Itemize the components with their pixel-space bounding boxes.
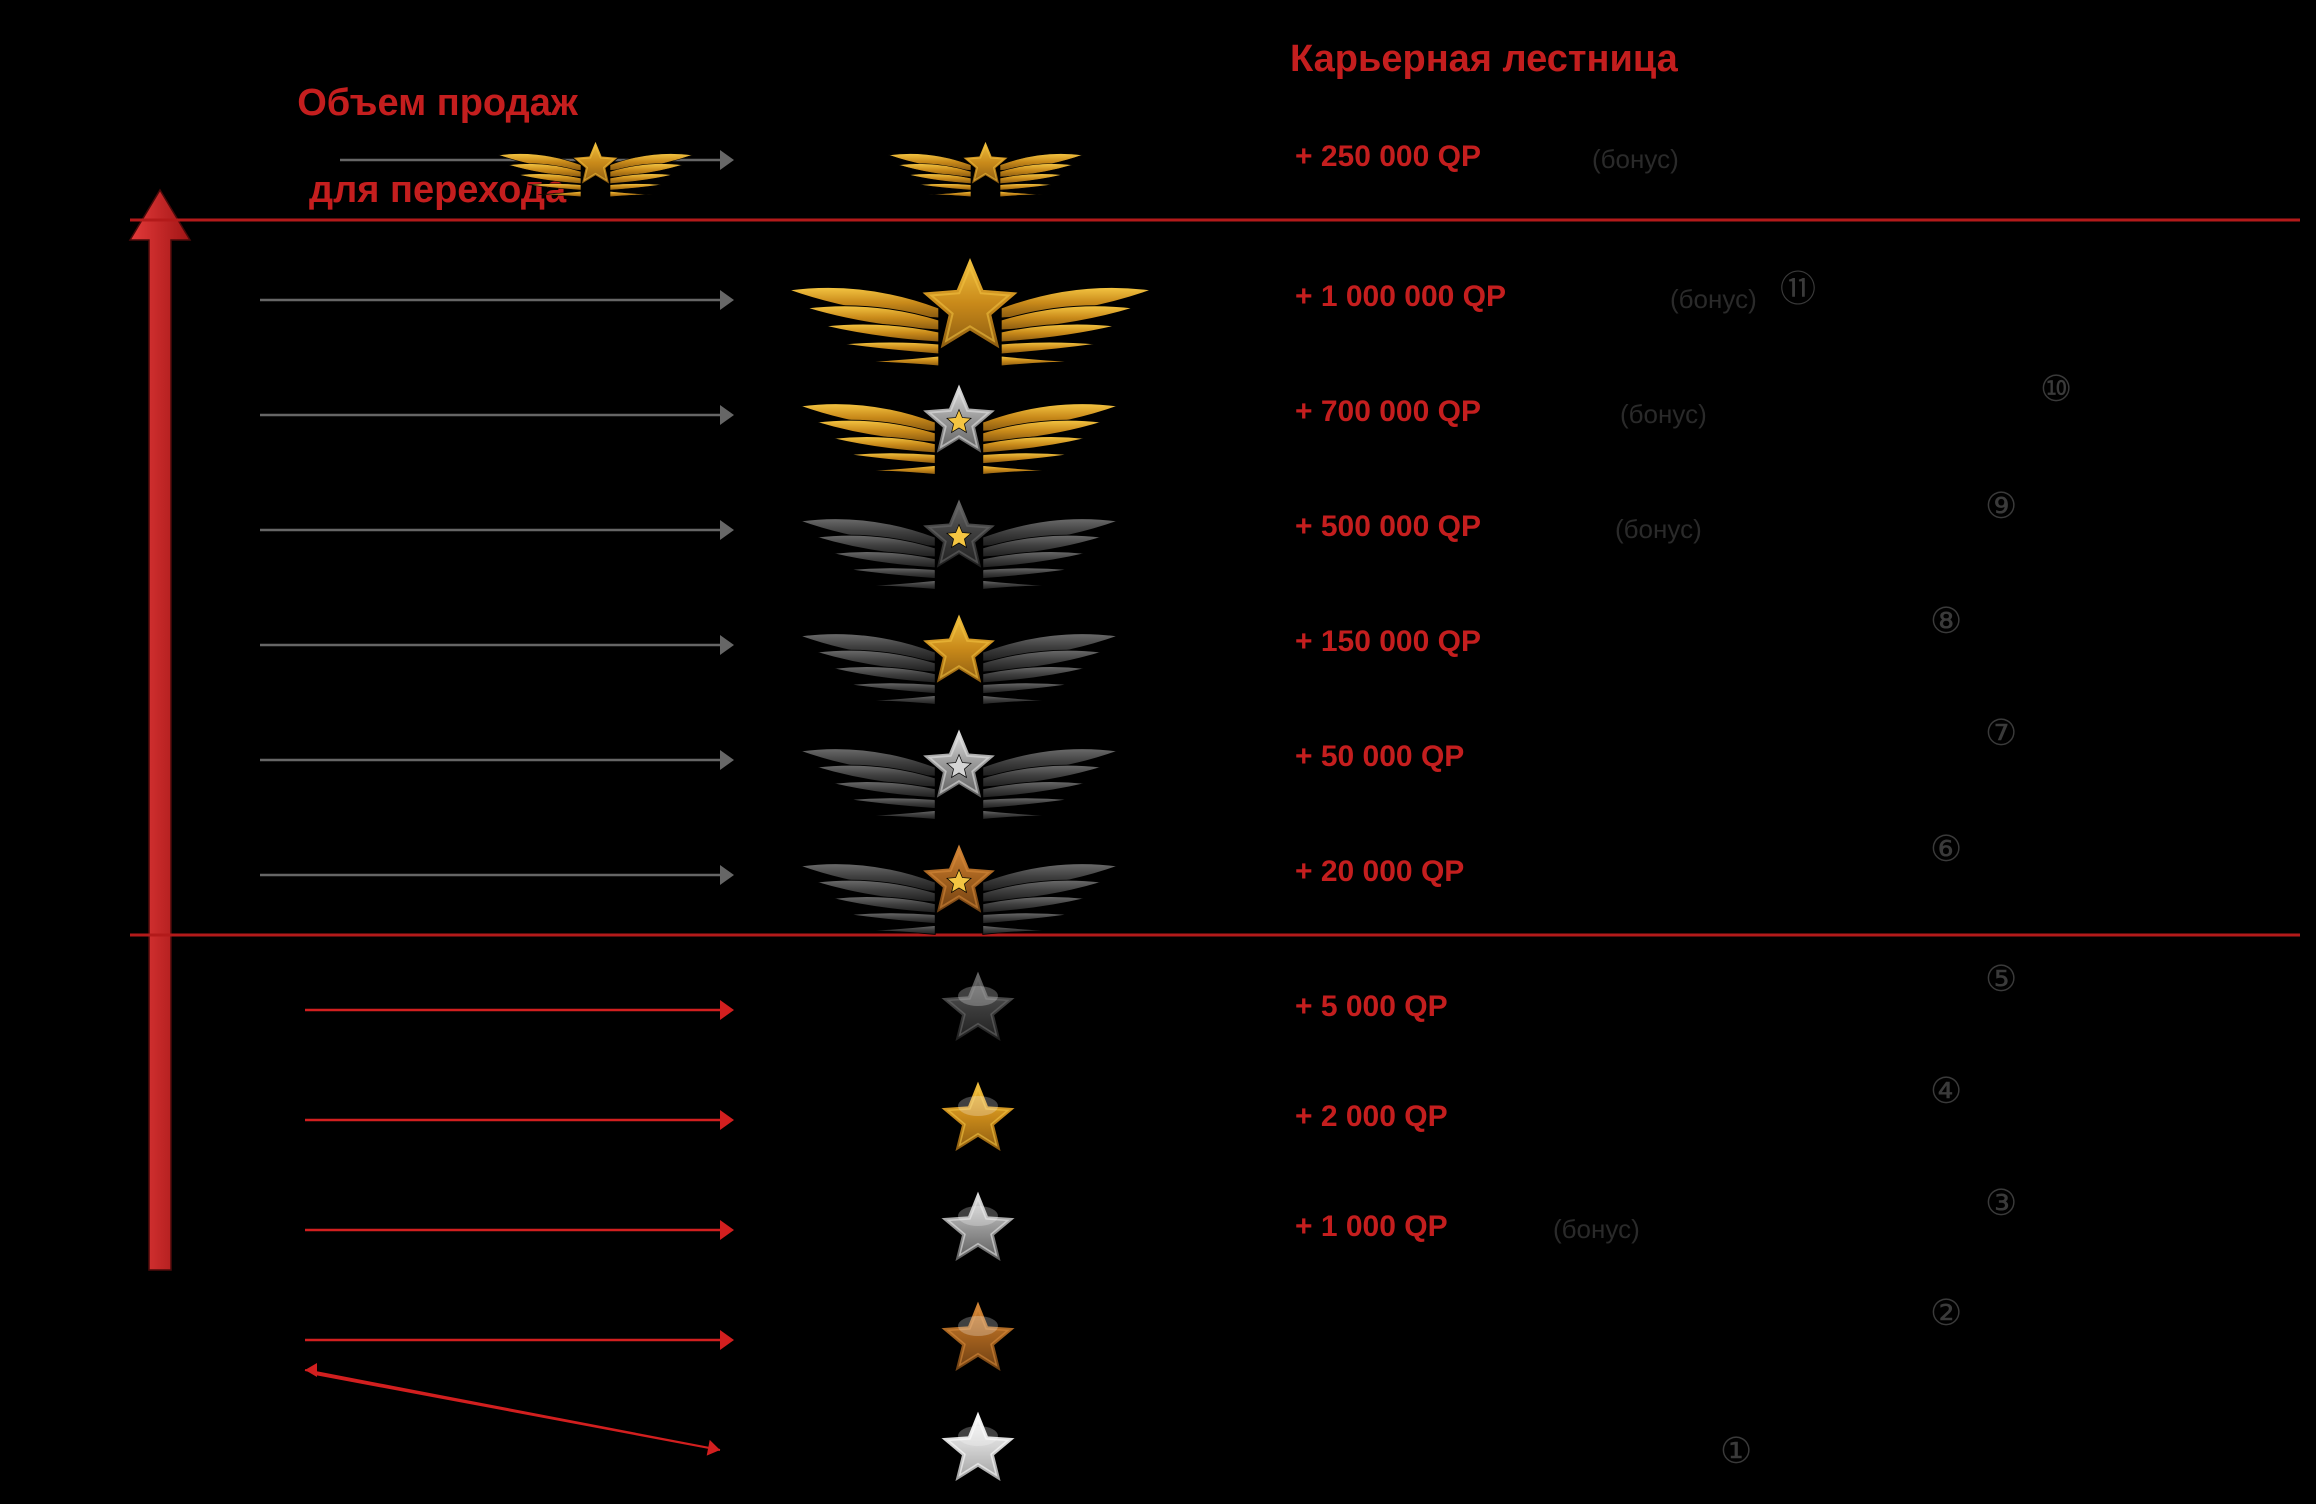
level-number: ⑩: [2040, 368, 2072, 410]
rank-badge-icon: [930, 1296, 1026, 1393]
level-number: ⑧: [1930, 600, 1962, 642]
qp-value: + 1 000 000 QP: [1295, 280, 1506, 314]
qp-value: + 2 000 QP: [1295, 1100, 1448, 1134]
level-number: ①: [1720, 1430, 1752, 1472]
row-arrow-icon: [260, 863, 734, 887]
row-zig-arrow-icon: [299, 1364, 740, 1456]
level-number: ⑤: [1985, 958, 2017, 1000]
row-arrow-icon: [260, 518, 734, 542]
qp-value: + 700 000 QP: [1295, 395, 1481, 429]
rank-badge-icon: [770, 582, 1148, 713]
bonus-label: (бонус): [1553, 1214, 1640, 1245]
qp-value: + 5 000 QP: [1295, 990, 1448, 1024]
row-arrow-icon: [305, 1328, 734, 1352]
row-arrow-icon: [260, 633, 734, 657]
bonus-label: (бонус): [1592, 144, 1679, 175]
bonus-label: (бонус): [1615, 514, 1702, 545]
level-number: ⑨: [1985, 485, 2017, 527]
diagram-stage: Объем продаж для перехода Карьерная лест…: [0, 0, 2316, 1504]
row-arrow-icon: [305, 998, 734, 1022]
level-number: ②: [1930, 1292, 1962, 1334]
row-arrow-icon: [260, 403, 734, 427]
rank-badge-icon: [770, 467, 1148, 598]
qp-value: + 50 000 QP: [1295, 740, 1464, 774]
row-arrow-icon: [305, 1108, 734, 1132]
divider-bottom: [130, 932, 2300, 938]
qp-value: + 1 000 QP: [1295, 1210, 1448, 1244]
qp-value: + 250 000 QP: [1295, 140, 1481, 174]
rank-badge-icon: [770, 812, 1148, 943]
level-number: ⑦: [1985, 712, 2017, 754]
level-number: ⑪: [1780, 260, 1816, 312]
level-number: ④: [1930, 1070, 1962, 1112]
rank-badge-icon: [870, 122, 1101, 204]
row-arrow-icon: [260, 288, 734, 312]
bonus-label: (бонус): [1670, 284, 1757, 315]
rank-badge-icon: [930, 1076, 1026, 1173]
progress-arrow-icon: [130, 190, 200, 1280]
rank-badge-icon: [770, 697, 1148, 828]
divider-top: [130, 217, 2300, 223]
header-volume-line1: Объем продаж: [297, 82, 578, 124]
rank-badge-icon: [930, 1406, 1026, 1503]
bonus-label: (бонус): [1620, 399, 1707, 430]
header-career: Карьерная лестница: [1290, 38, 1678, 82]
rank-badge-icon: [930, 1186, 1026, 1283]
rank-badge-icon: [930, 966, 1026, 1063]
qp-value: + 500 000 QP: [1295, 510, 1481, 544]
qp-value: + 20 000 QP: [1295, 855, 1464, 889]
rank-badge-icon: [770, 352, 1148, 483]
level-number: ③: [1985, 1182, 2017, 1224]
level-number: ⑥: [1930, 828, 1962, 870]
row-arrow-icon: [260, 748, 734, 772]
row-arrow-icon: [305, 1218, 734, 1242]
rank-badge-left-icon: [480, 122, 711, 204]
qp-value: + 150 000 QP: [1295, 625, 1481, 659]
